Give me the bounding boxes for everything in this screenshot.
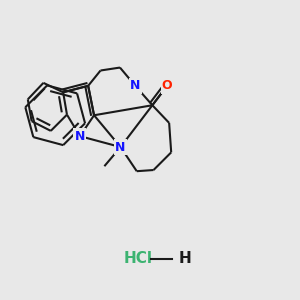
Text: O: O [162, 79, 172, 92]
Text: N: N [116, 141, 126, 154]
Text: HCl: HCl [124, 251, 153, 266]
Text: N: N [130, 79, 140, 92]
Text: N: N [75, 130, 85, 143]
Text: H: H [179, 251, 192, 266]
